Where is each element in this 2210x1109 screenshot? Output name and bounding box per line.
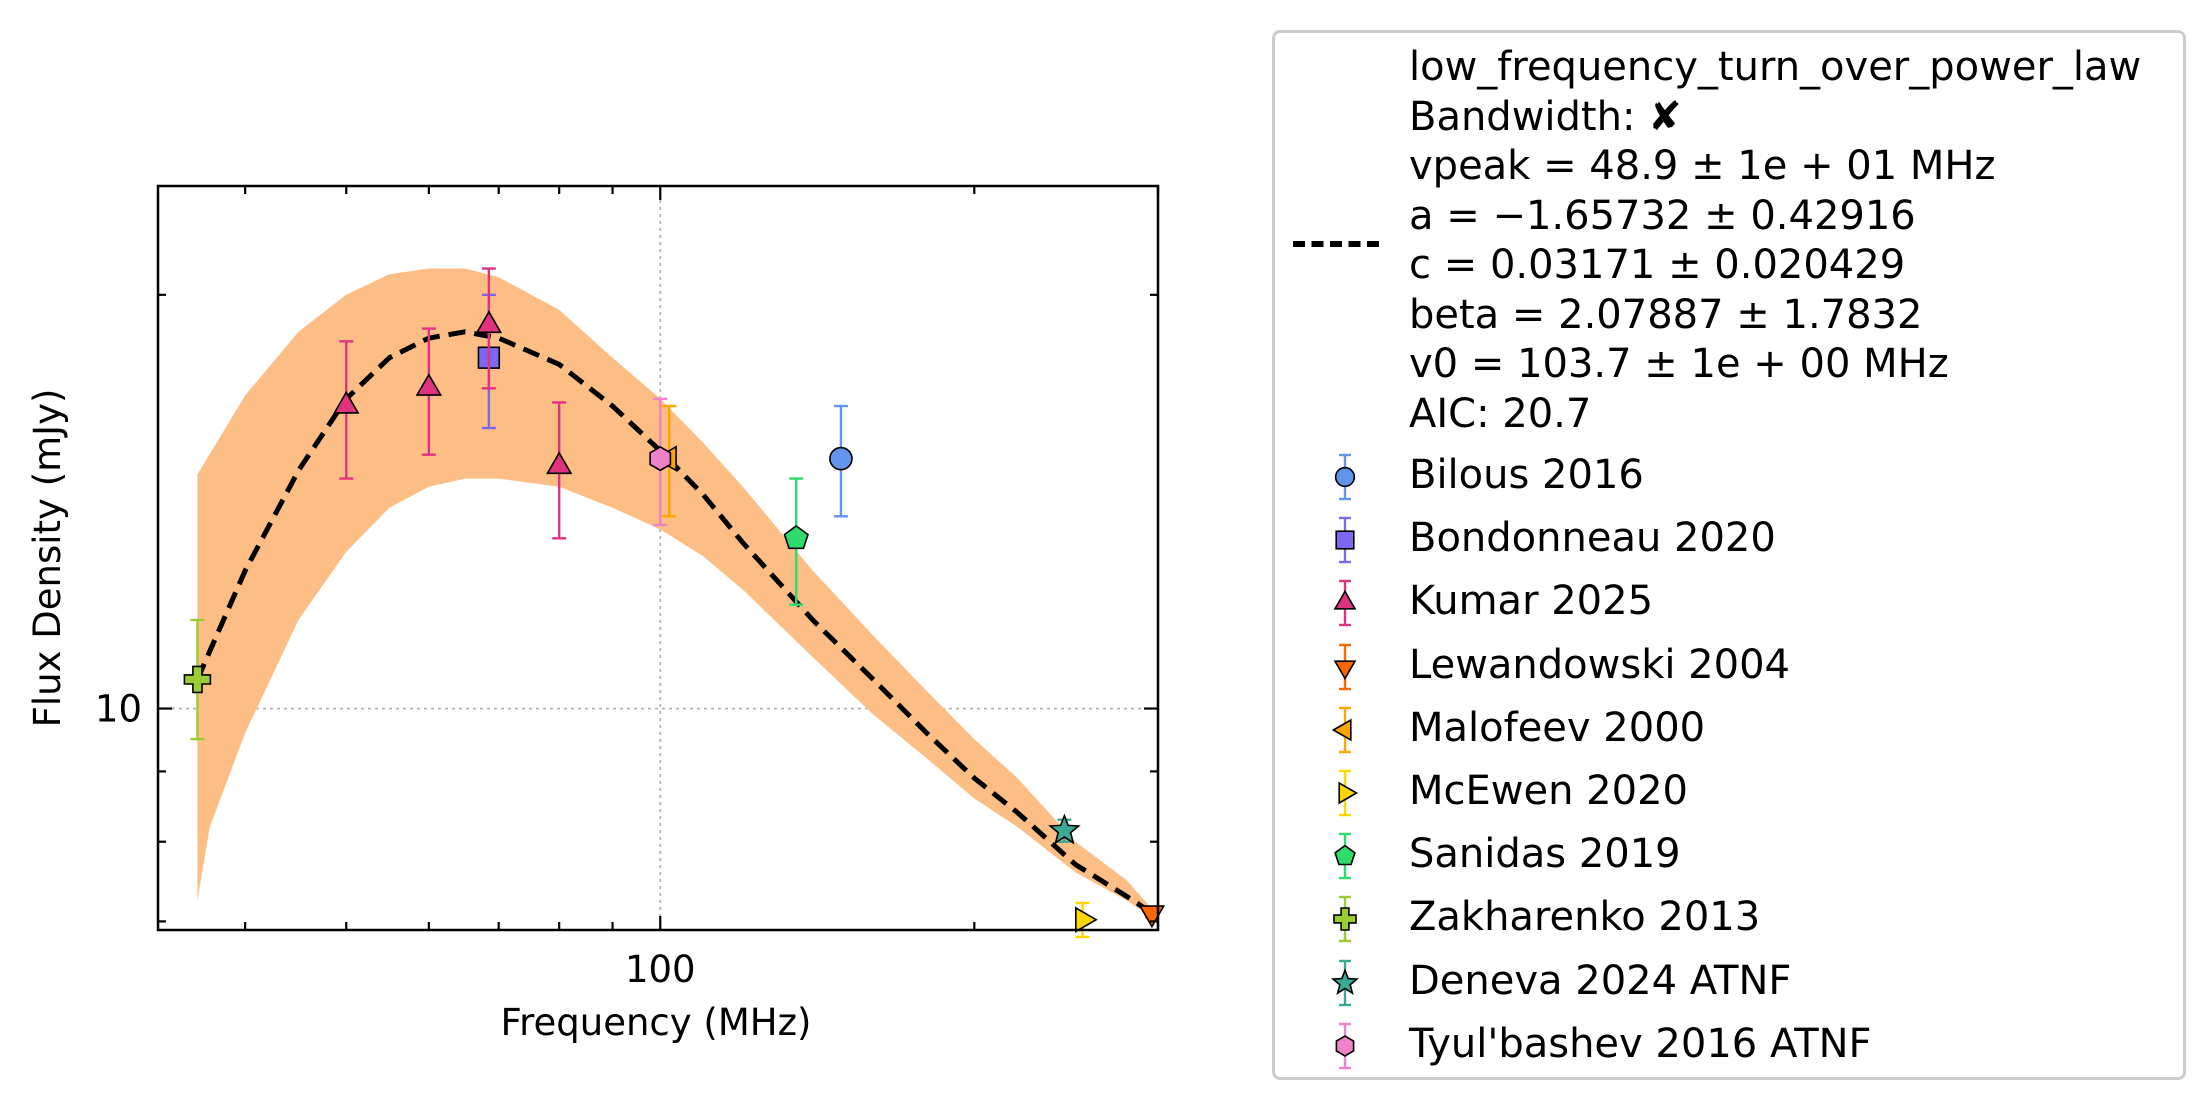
legend-marker-tyul-bashev-2016-atnf: [1335, 1022, 1355, 1069]
legend-marker-bilous-2016: [1334, 453, 1356, 501]
legend-marker-mcewen-2020: [1338, 769, 1359, 817]
legend-fit-line-swatch: [1293, 241, 1379, 247]
legend-fit-name: low_frequency_turn_over_power_law: [1409, 44, 2142, 90]
legend-label: Malofeev 2000: [1409, 704, 1706, 751]
legend-label: Zakharenko 2013: [1409, 894, 1761, 941]
legend-fit-aic: AIC: 20.7: [1409, 390, 1592, 437]
legend-label: Tyul'bashev 2016 ATNF: [1409, 1020, 1872, 1067]
legend-marker-deneva-2024-atnf: [1330, 959, 1360, 1006]
legend-fit-vpeak: vpeak = 48.9 ± 1e + 01 MHz: [1409, 143, 1996, 189]
legend-label: Sanidas 2019: [1409, 831, 1681, 878]
data-point-kumar-2025: [475, 310, 503, 334]
legend-label: Deneva 2024 ATNF: [1409, 957, 1792, 1004]
legend-fit-bandwidth: Bandwidth: ✘: [1409, 93, 1682, 140]
data-point-bilous-2016: [829, 446, 853, 471]
data-point-kumar-2025: [415, 373, 443, 396]
legend-entry-bilous-2016: Bilous 2016: [1275, 445, 2183, 508]
legend-label: Bilous 2016: [1409, 452, 1644, 498]
legend-marker-bondonneau-2020: [1335, 516, 1355, 564]
x-axis-label: Frequency (MHz): [501, 1001, 812, 1044]
legend-fit-a: a = −1.65732 ± 0.42916: [1409, 192, 1916, 239]
data-point-deneva-2024-atnf: [1048, 813, 1081, 845]
data-point-mcewen-2020: [1075, 906, 1098, 933]
data-point-zakharenko-2013: [183, 665, 212, 694]
legend-label: McEwen 2020: [1409, 767, 1688, 814]
legend-series-list: Bilous 2016 Bondonneau 2020 Kumar 2025 Lewa…: [1275, 445, 2183, 1077]
data-point-lewandowski-2004: [1138, 905, 1166, 929]
legend-fit-c: c = 0.03171 ± 0.020429: [1409, 242, 1906, 288]
legend-fit-beta: beta = 2.07887 ± 1.7832: [1409, 291, 1923, 338]
legend-label: Bondonneau 2020: [1409, 515, 1776, 562]
legend: low_frequency_turn_over_power_law Bandwi…: [1272, 30, 2186, 1080]
legend-entry-sanidas-2019: Sanidas 2019: [1275, 824, 2183, 887]
data-point-sanidas-2019: [783, 525, 809, 550]
grid-lines: [158, 186, 1158, 930]
axis-ticks: [158, 186, 1160, 930]
legend-marker-zakharenko-2013: [1333, 896, 1357, 943]
y-tick-label: 10: [95, 688, 142, 731]
legend-label: Kumar 2025: [1409, 578, 1654, 625]
plot-frame: [156, 184, 1160, 932]
data-point-tyul-bashev-2016-atnf: [649, 445, 672, 472]
x-tick-label: 100: [625, 948, 696, 991]
y-axis-label: Flux Density (mJy): [26, 389, 69, 728]
legend-entry-tyul-bashev-2016-atnf: Tyul'bashev 2016 ATNF: [1275, 1014, 2183, 1077]
legend-marker-lewandowski-2004: [1333, 643, 1357, 690]
legend-marker-kumar-2025: [1333, 580, 1357, 627]
legend-entry-mcewen-2020: McEwen 2020: [1275, 761, 2183, 824]
legend-fit-info: low_frequency_turn_over_power_law Bandwi…: [1409, 43, 2141, 439]
legend-marker-malofeev-2000: [1331, 706, 1352, 753]
legend-entry-kumar-2025: Kumar 2025: [1275, 571, 2183, 634]
legend-entry-lewandowski-2004: Lewandowski 2004: [1275, 635, 2183, 698]
legend-entry-malofeev-2000: Malofeev 2000: [1275, 698, 2183, 761]
legend-marker-sanidas-2019: [1334, 832, 1356, 880]
data-point-kumar-2025: [546, 451, 573, 475]
legend-entry-deneva-2024-atnf: Deneva 2024 ATNF: [1275, 951, 2183, 1014]
chart-canvas: 100 10 Frequency (MHz) Flux Density (mJy…: [26, 184, 1166, 1044]
legend-entry-zakharenko-2013: Zakharenko 2013: [1275, 887, 2183, 950]
fit-uncertainty-band: [197, 268, 1152, 918]
legend-entry-bondonneau-2020: Bondonneau 2020: [1275, 508, 2183, 571]
data-point-kumar-2025: [333, 390, 360, 414]
legend-label: Lewandowski 2004: [1409, 641, 1790, 688]
legend-fit-v0: v0 = 103.7 ± 1e + 00 MHz: [1409, 341, 1949, 387]
